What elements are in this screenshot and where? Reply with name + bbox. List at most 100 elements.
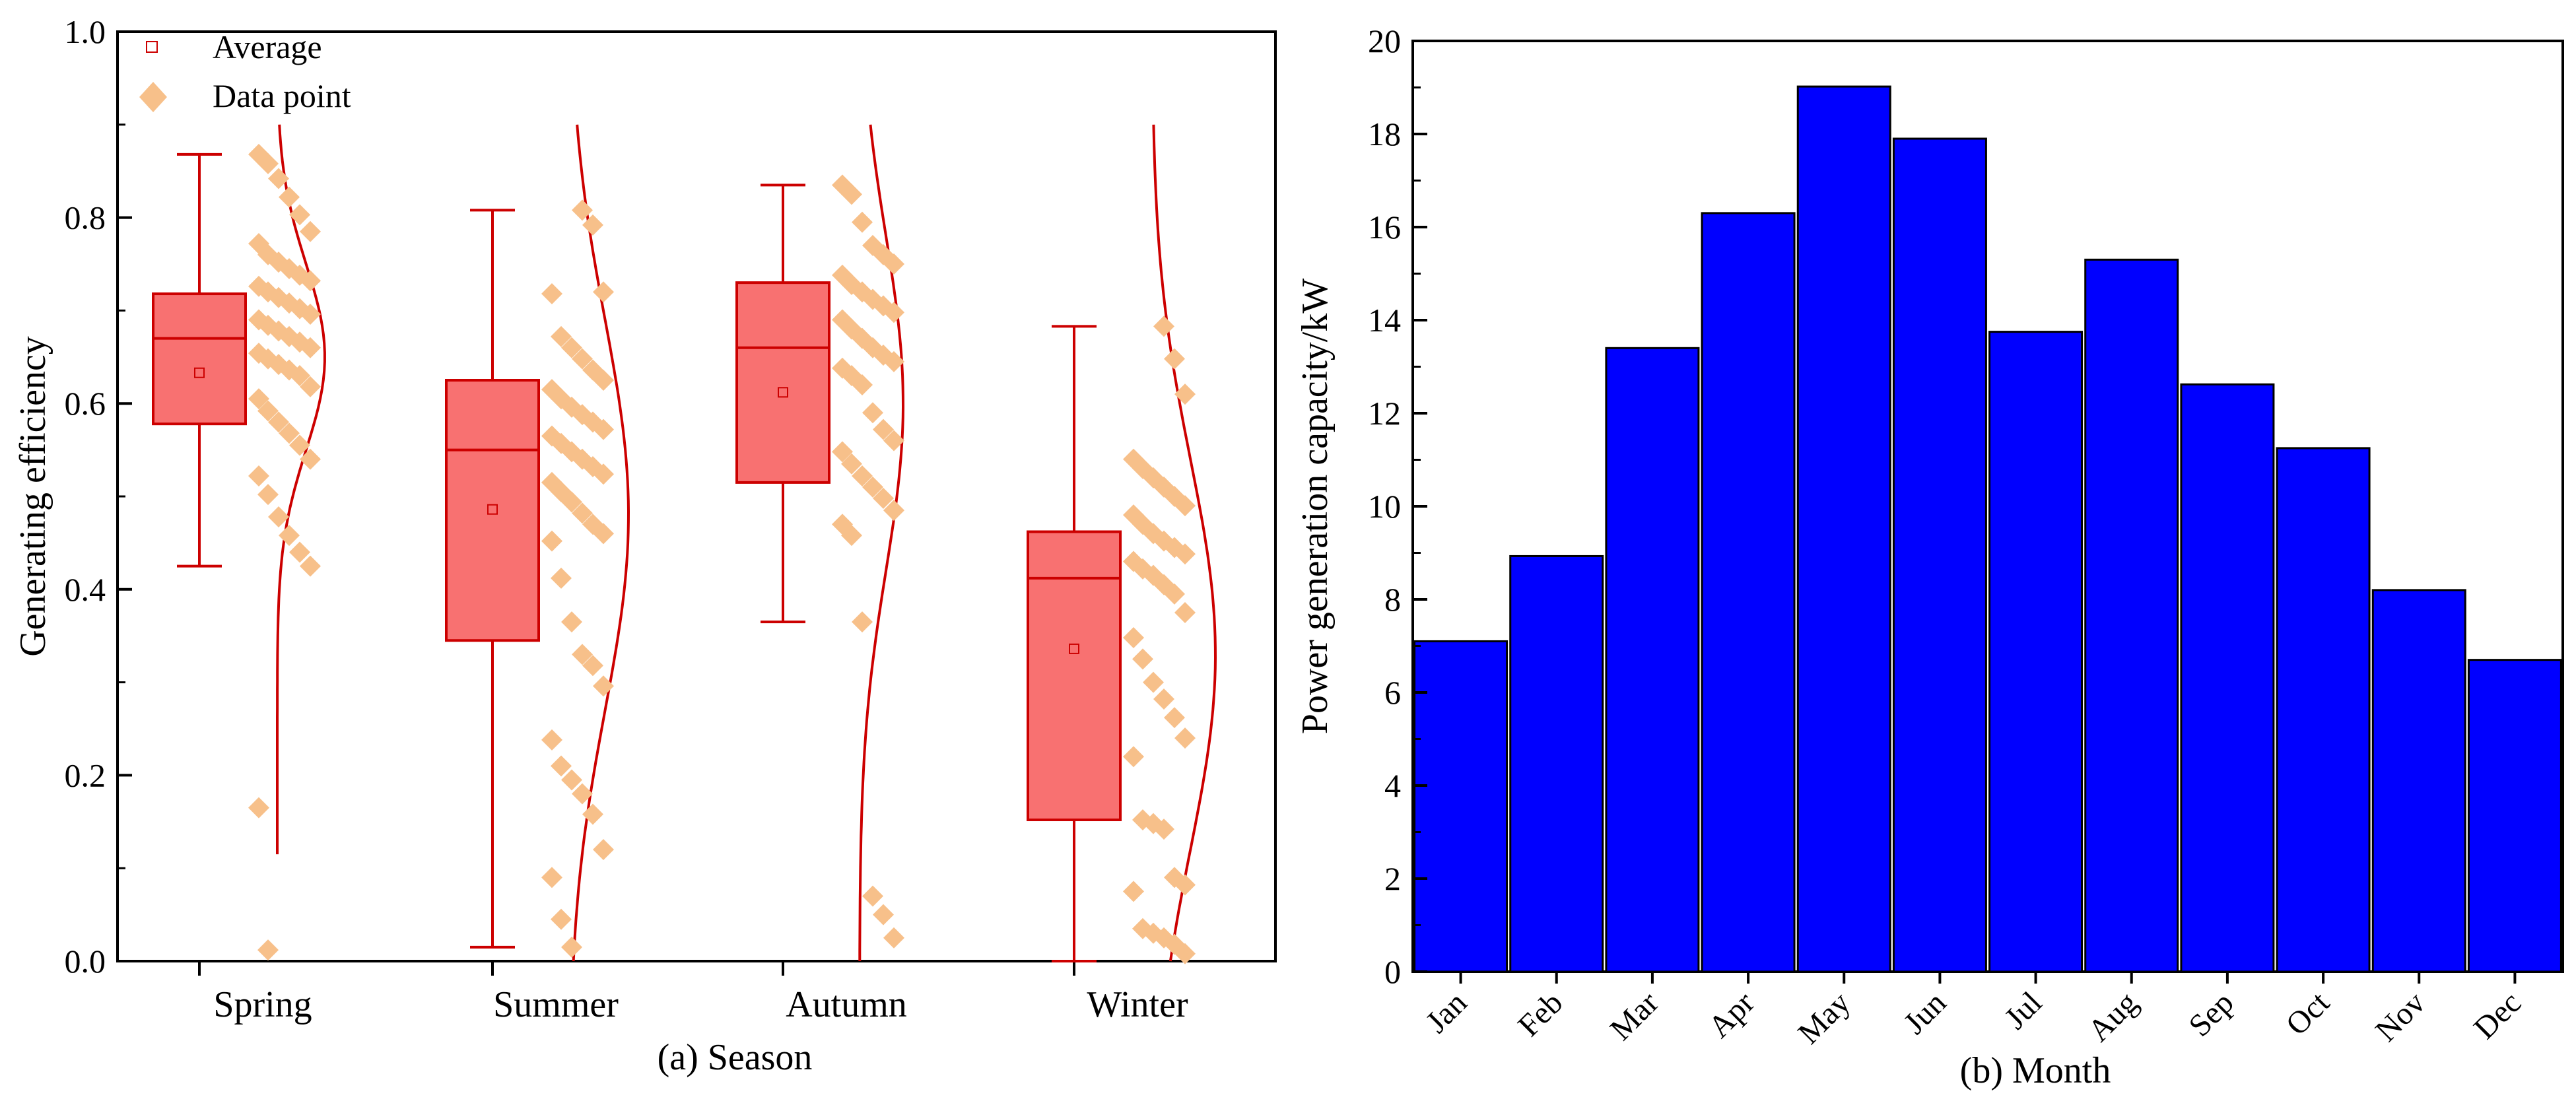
data-point	[1174, 384, 1196, 405]
y-tick-label: 0.4	[65, 571, 106, 608]
x-tick-label: Aug	[2082, 985, 2145, 1048]
data-point	[593, 419, 614, 440]
y-tick-label: 16	[1368, 209, 1401, 246]
data-point	[1164, 348, 1185, 370]
x-tick-label: Spring	[213, 984, 312, 1025]
data-point	[257, 152, 279, 174]
y-tick-label: 18	[1368, 116, 1401, 152]
y-tick-label: 10	[1368, 488, 1401, 525]
data-point	[832, 441, 853, 463]
data-point	[300, 220, 321, 242]
data-point	[1123, 881, 1144, 902]
data-point	[289, 364, 310, 386]
plot-a-x-axis-title: (a) Season	[658, 1037, 813, 1078]
data-point	[561, 337, 582, 358]
data-point	[841, 184, 862, 205]
y-tick-label: 4	[1384, 767, 1401, 804]
data-point	[1143, 671, 1164, 693]
data-point	[883, 302, 904, 323]
data-point	[300, 376, 321, 397]
data-point	[248, 388, 269, 410]
data-point	[873, 419, 894, 440]
data-point	[268, 506, 289, 527]
legend-data-point-marker	[139, 82, 167, 112]
data-point	[257, 400, 279, 422]
data-point	[852, 211, 873, 233]
data-point	[1153, 819, 1174, 840]
x-tick-label: Winter	[1087, 984, 1188, 1025]
bar-mar	[1605, 347, 1700, 973]
y-tick-label: 0.6	[65, 385, 106, 422]
data-point	[593, 463, 614, 485]
data-point	[1174, 602, 1196, 623]
data-point	[289, 434, 310, 456]
data-point	[862, 476, 883, 498]
data-point	[279, 525, 300, 547]
data-point	[883, 253, 904, 275]
x-tick-label: Jul	[1998, 985, 2049, 1036]
data-point	[1132, 648, 1153, 670]
data-point	[257, 939, 279, 961]
data-point	[551, 908, 572, 930]
x-tick-label: Jun	[1897, 985, 1953, 1041]
data-point	[582, 655, 603, 677]
data-point	[593, 675, 614, 697]
data-point	[572, 644, 593, 665]
data-point	[300, 337, 321, 358]
data-point	[1123, 627, 1144, 649]
data-point	[572, 502, 593, 524]
y-tick-label: 0.8	[65, 199, 106, 236]
data-point	[289, 541, 310, 563]
data-point	[561, 491, 582, 513]
data-point	[883, 351, 904, 372]
data-point	[541, 530, 562, 552]
y-tick-label: 12	[1368, 395, 1401, 432]
data-point	[873, 904, 894, 925]
data-point	[551, 755, 572, 777]
bar-nov	[2371, 589, 2466, 973]
bar-apr	[1701, 212, 1796, 973]
data-point	[551, 567, 572, 589]
y-tick-label: 1.0	[65, 13, 106, 50]
plot-a-x-axis: Spring Summer Autumn Winter	[198, 961, 1188, 1025]
box-iqr	[152, 292, 247, 426]
data-point	[1164, 707, 1185, 729]
data-point	[883, 500, 904, 521]
data-point	[1174, 727, 1196, 749]
distribution-curve-winter	[1152, 124, 1217, 962]
box-winter	[1027, 325, 1122, 962]
data-point	[1164, 583, 1185, 605]
data-point	[300, 270, 321, 292]
data-point	[593, 523, 614, 545]
data-point	[300, 448, 321, 470]
data-point	[561, 611, 582, 633]
data-point	[1153, 688, 1174, 710]
data-point	[841, 525, 862, 547]
x-tick-label: Sep	[2182, 985, 2240, 1043]
data-point	[1174, 495, 1196, 517]
data-point	[883, 927, 904, 949]
x-tick-label: Summer	[493, 984, 619, 1025]
data-point	[279, 186, 300, 208]
data-point	[551, 325, 572, 347]
data-point	[572, 348, 593, 370]
x-tick-label: Nov	[2369, 985, 2432, 1048]
bar-jan	[1413, 640, 1508, 973]
plot-a-y-axis: 0.0 0.2 0.4 0.6 0.8 1.0	[65, 13, 132, 980]
mean-marker	[194, 367, 205, 378]
box-autumn	[735, 184, 830, 624]
data-point	[541, 283, 562, 305]
data-point	[862, 402, 883, 424]
mean-marker	[778, 387, 788, 398]
box-iqr	[445, 379, 540, 642]
data-point	[1174, 874, 1196, 896]
data-point	[582, 803, 603, 825]
plot-a-frame	[116, 30, 1277, 962]
data-point	[582, 214, 603, 236]
data-point	[541, 867, 562, 889]
box-spring	[152, 152, 247, 568]
plot-b-y-axis-title: Power generation capacity/kW	[1295, 279, 1336, 735]
box-summer	[445, 209, 540, 949]
x-tick-label: Oct	[2279, 985, 2336, 1042]
bar-oct	[2276, 447, 2371, 973]
